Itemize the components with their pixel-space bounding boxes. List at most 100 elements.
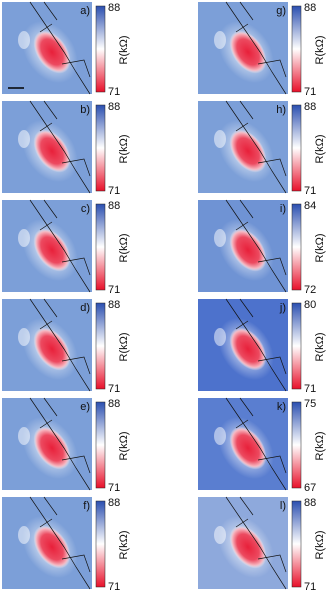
colorbar — [95, 302, 106, 390]
colorbar-label: R(kΩ) — [314, 531, 326, 560]
hotspot — [33, 426, 71, 470]
colorbar-min: 71 — [108, 383, 120, 395]
colorbar-max: 88 — [304, 101, 316, 113]
panel-label: e) — [80, 401, 90, 413]
hotspot — [229, 327, 267, 371]
panel: h) 88 71 R(kΩ) — [198, 100, 326, 197]
panel: i) 84 72 R(kΩ) — [198, 199, 326, 296]
colorbar-min: 72 — [304, 284, 316, 296]
electrode-outline — [225, 1, 287, 95]
colorbar — [291, 401, 302, 489]
colorbar-max: 88 — [304, 497, 316, 509]
colorbar-label: R(kΩ) — [118, 531, 130, 560]
panel: g) 88 71 R(kΩ) — [198, 1, 326, 98]
panel: e) 88 71 R(kΩ) — [2, 397, 130, 494]
panel-label: c) — [81, 203, 90, 215]
hotspot — [33, 129, 71, 173]
colorbar-label: R(kΩ) — [118, 135, 130, 164]
electrode-outline — [29, 199, 91, 293]
colorbar — [95, 104, 106, 192]
panel: l) 88 71 R(kΩ) — [198, 496, 326, 593]
colorbar-min: 71 — [304, 581, 316, 593]
panel: f) 88 71 R(kΩ) — [2, 496, 130, 593]
side-spot — [18, 130, 30, 148]
panel-label: g) — [276, 5, 286, 17]
electrode-outline — [225, 397, 287, 491]
side-spot — [18, 31, 30, 49]
hotspot — [33, 228, 71, 272]
hotspot — [33, 525, 71, 569]
colorbar — [291, 302, 302, 390]
colorbar-label: R(kΩ) — [314, 234, 326, 263]
colorbar-label: R(kΩ) — [118, 333, 130, 362]
colorbar-label: R(kΩ) — [314, 135, 326, 164]
hotspot — [229, 228, 267, 272]
colorbar — [291, 203, 302, 291]
electrode-outline — [29, 397, 91, 491]
colorbar-label: R(kΩ) — [118, 36, 130, 65]
side-spot — [214, 229, 226, 247]
panel: k) 75 67 R(kΩ) — [198, 397, 326, 494]
colorbar-max: 88 — [108, 200, 120, 212]
hotspot — [33, 30, 71, 74]
panel-label: h) — [276, 104, 286, 116]
panel-label: b) — [80, 104, 90, 116]
electrode-outline — [29, 100, 91, 194]
electrode-outline — [225, 298, 287, 392]
electrode-outline — [29, 298, 91, 392]
panel: a) 88 71 R(kΩ) — [2, 1, 130, 98]
colorbar-label: R(kΩ) — [314, 36, 326, 65]
electrode-outline — [225, 199, 287, 293]
side-spot — [18, 427, 30, 445]
panel-label: a) — [80, 5, 90, 17]
side-spot — [18, 526, 30, 544]
colorbar-max: 88 — [108, 299, 120, 311]
panel-label: f) — [83, 500, 90, 512]
colorbar-min: 71 — [304, 86, 316, 98]
colorbar — [95, 5, 106, 93]
colorbar-max: 88 — [108, 2, 120, 14]
panel: b) 88 71 R(kΩ) — [2, 100, 130, 197]
colorbar-max: 88 — [108, 101, 120, 113]
hotspot — [229, 30, 267, 74]
colorbar-min: 71 — [108, 185, 120, 197]
hotspot — [229, 129, 267, 173]
colorbar-max: 88 — [304, 2, 316, 14]
colorbar-max: 80 — [304, 299, 316, 311]
panel-label: i) — [280, 203, 286, 215]
hotspot — [229, 525, 267, 569]
colorbar-max: 84 — [304, 200, 316, 212]
colorbar-min: 71 — [108, 482, 120, 494]
colorbar-min: 67 — [304, 482, 316, 494]
colorbar-max: 75 — [304, 398, 316, 410]
colorbar-label: R(kΩ) — [118, 234, 130, 263]
hotspot — [33, 327, 71, 371]
colorbar-min: 71 — [108, 284, 120, 296]
side-spot — [18, 229, 30, 247]
colorbar-min: 71 — [108, 86, 120, 98]
side-spot — [214, 31, 226, 49]
panel-label: k) — [277, 401, 286, 413]
panel: c) 88 71 R(kΩ) — [2, 199, 130, 296]
colorbar — [95, 203, 106, 291]
panel: j) 80 71 R(kΩ) — [198, 298, 326, 395]
side-spot — [214, 328, 226, 346]
colorbar-label: R(kΩ) — [314, 333, 326, 362]
colorbar-max: 88 — [108, 497, 120, 509]
colorbar-min: 71 — [108, 581, 120, 593]
electrode-outline — [29, 1, 91, 95]
colorbar — [291, 5, 302, 93]
panel: d) 88 71 R(kΩ) — [2, 298, 130, 395]
colorbar-min: 71 — [304, 185, 316, 197]
side-spot — [18, 328, 30, 346]
electrode-outline — [29, 496, 91, 590]
colorbar-label: R(kΩ) — [314, 432, 326, 461]
panel-label: l) — [280, 500, 286, 512]
panel-label: d) — [80, 302, 90, 314]
panel-label: j) — [279, 302, 286, 314]
electrode-outline — [225, 100, 287, 194]
side-spot — [214, 427, 226, 445]
colorbar-min: 71 — [304, 383, 316, 395]
side-spot — [214, 526, 226, 544]
